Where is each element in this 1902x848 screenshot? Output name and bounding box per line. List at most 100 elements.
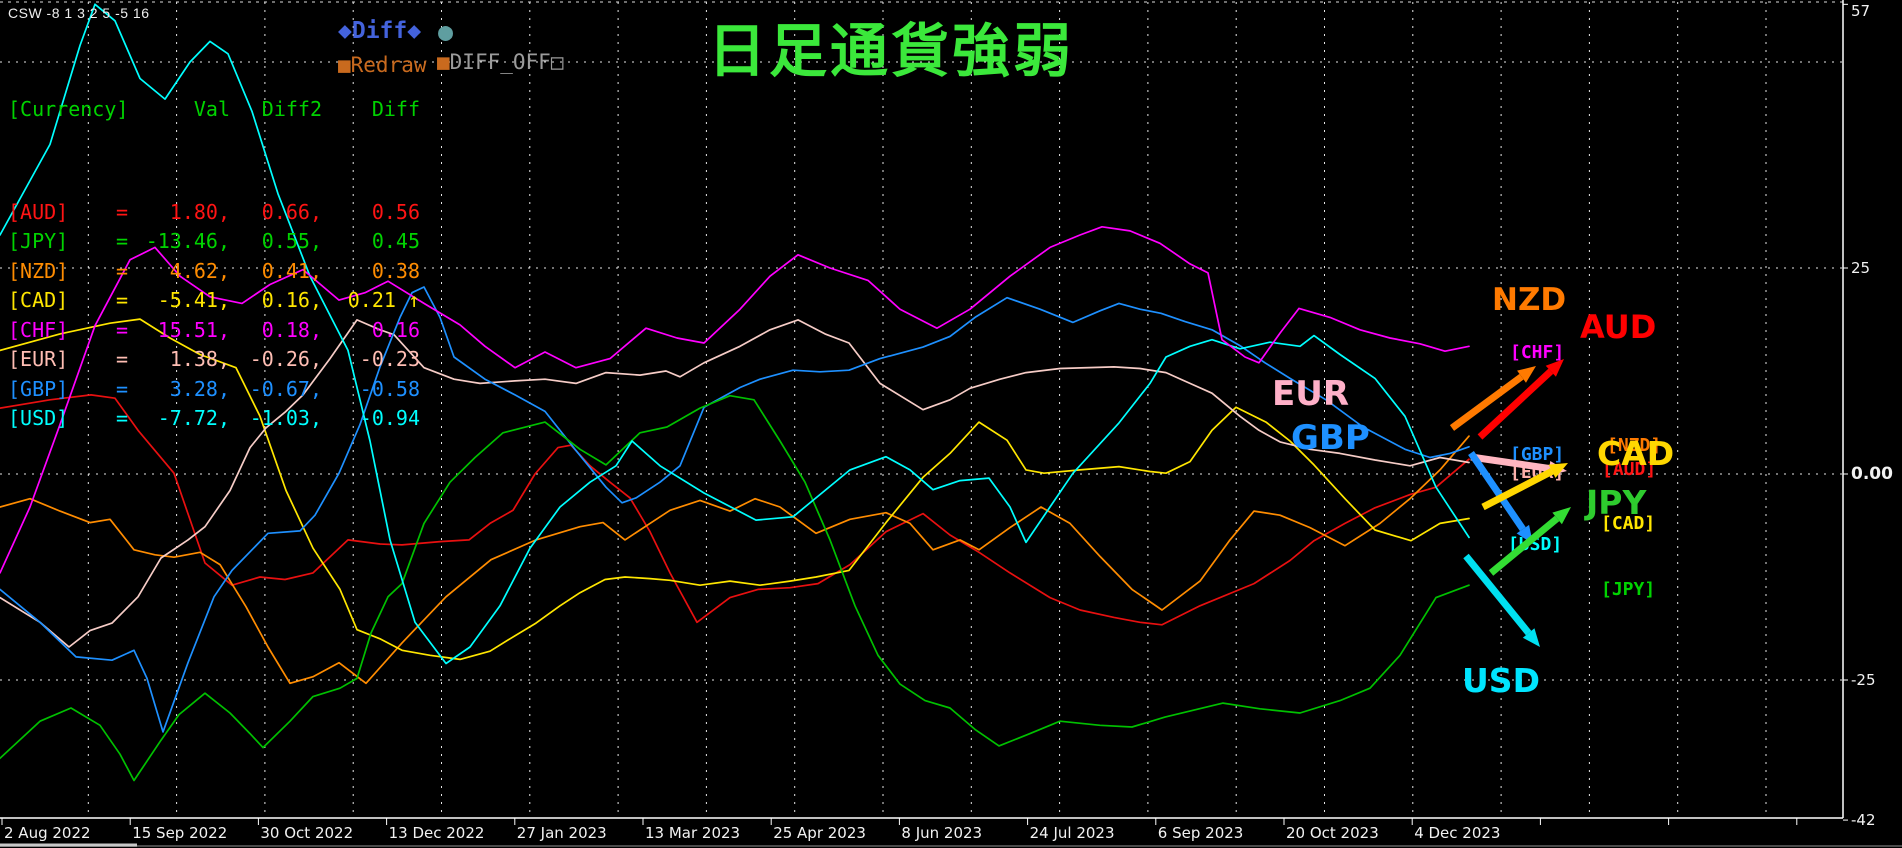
big-label-usd: USD [1462,661,1540,700]
value: 1.38, [169,347,230,371]
value: -13.46, [145,229,230,253]
table-row-chf: [CHF] = 15.51, 0.18, 0.16 [8,316,420,346]
symbol: [EUR] [8,347,69,371]
diff: 0.38 [371,258,420,283]
date-label: 20 Oct 2023 [1286,824,1379,842]
symbol: [CAD] [8,288,69,312]
nzd-arrow-head [1517,366,1536,383]
big-label-gbp: GBP [1291,418,1370,458]
date-label: 6 Sep 2023 [1158,824,1244,842]
diff: -0.94 [359,406,420,430]
date-label: 13 Mar 2023 [645,824,740,842]
diff2: 0.18, [261,317,322,342]
cad-arrow-head [1548,463,1568,478]
header-val: Val [193,97,230,121]
value: 3.28, [169,376,230,401]
series-line-cad [0,318,1470,661]
nzd-arrow [1449,373,1524,431]
diff2: 0.16, [261,288,322,312]
diff2: 0.55, [261,229,322,253]
date-label: 24 Jul 2023 [1030,824,1115,842]
tag-label-chf: [CHF] [1510,342,1564,363]
aud-arrow-head [1545,359,1564,377]
y-axis-label: -25 [1851,671,1876,689]
diff2: -1.03, [249,406,322,430]
equals: = [116,258,129,283]
equals: = [116,376,129,401]
symbol: [CHF] [8,317,69,342]
header-diff: Diff [371,97,420,121]
value: 4.62, [169,258,230,283]
date-label: 2 Aug 2022 [4,824,91,842]
big-label-aud: AUD [1580,308,1656,346]
aud-arrow [1477,368,1554,440]
diff-off-label: DIFF_OFF [449,50,551,74]
equals: = [116,199,129,224]
table-header: [Currency] Val Diff2 Diff [8,95,420,125]
symbol: [JPY] [8,229,69,253]
diff: 0.21 ↑ [347,288,420,312]
diff: 0.45 [371,229,420,253]
table-row-aud: [AUD] = 1.80, 0.66, 0.56 [8,198,420,228]
table-row-gbp: [GBP] = 3.28, -0.67, -0.58 [8,375,420,405]
series-line-aud [0,394,1470,626]
equals: = [116,406,129,430]
equals: = [116,347,129,371]
eur-arrow [1470,453,1550,472]
y-axis-label: 0.00 [1851,464,1893,484]
table-row-jpy: [JPY] = -13.46, 0.55, 0.45 [8,227,420,257]
series-line-nzd [0,435,1470,685]
diff2: 0.66, [261,199,322,224]
series-line-gbp [0,286,1470,733]
orange-square-icon: ■ [437,50,450,74]
chart-title: 日足通貨強弱 [708,17,1075,85]
diff-toggle-button[interactable]: ◆Diff◆ [338,18,422,44]
big-label-nzd: NZD [1492,282,1566,318]
table-row-eur: [EUR] = 1.38, -0.26, -0.23 [8,345,420,375]
date-label: 4 Dec 2023 [1414,824,1500,842]
redraw-button[interactable]: ■Redraw [338,53,427,77]
table-row-cad: [CAD] = -5.41, 0.16, 0.21 ↑ [8,286,420,316]
y-axis-label: 25 [1851,259,1870,277]
tag-label-cad: [CAD] [1601,513,1655,534]
header-currency: [Currency] [8,97,129,121]
usd-arrow-head [1522,628,1540,647]
jpy-arrow [1488,515,1560,576]
tag-label-aud: [AUD] [1602,459,1656,480]
dot-marker-icon[interactable]: ● [438,17,454,46]
tag-label-nzd: [NZD] [1607,435,1661,456]
value: 1.80, [169,199,230,224]
y-axis-label: 57 [1851,2,1870,20]
symbol: [GBP] [8,376,69,401]
diff2: -0.26, [249,347,322,371]
value: 15.51, [157,317,230,342]
value: -7.72, [157,406,230,430]
date-label: 27 Jan 2023 [517,824,607,842]
cad-arrow [1481,468,1554,511]
date-label: 15 Sep 2022 [132,824,227,842]
diff: -0.58 [359,376,420,401]
date-label: 13 Dec 2022 [389,824,485,842]
series-line-eur [0,319,1470,648]
date-label: 30 Oct 2022 [260,824,353,842]
equals: = [116,317,129,342]
header-diff2: Diff2 [261,97,322,121]
big-label-cad: CAD [1597,434,1674,473]
equals: = [116,288,129,312]
diff-off-toggle[interactable]: ■DIFF_OFF□ [437,50,563,74]
symbol: [AUD] [8,199,69,224]
currency-table: [Currency] Val Diff2 Diff [AUD] = 1.80, 0.6… [8,36,420,493]
equals: = [116,229,129,253]
diff2: -0.67, [249,376,322,401]
date-label: 8 Jun 2023 [901,824,982,842]
diff: 0.16 [371,317,420,342]
value: -5.41, [157,288,230,312]
usd-arrow [1463,553,1532,636]
checkbox-icon: □ [550,50,564,74]
diff: -0.23 [359,347,420,371]
series-line-jpy [0,394,1470,782]
table-rows: [AUD] = 1.80, 0.66, 0.56 [JPY] = -13.46, 0.55, 0.… [8,198,420,434]
tag-label-jpy: [JPY] [1601,579,1655,600]
